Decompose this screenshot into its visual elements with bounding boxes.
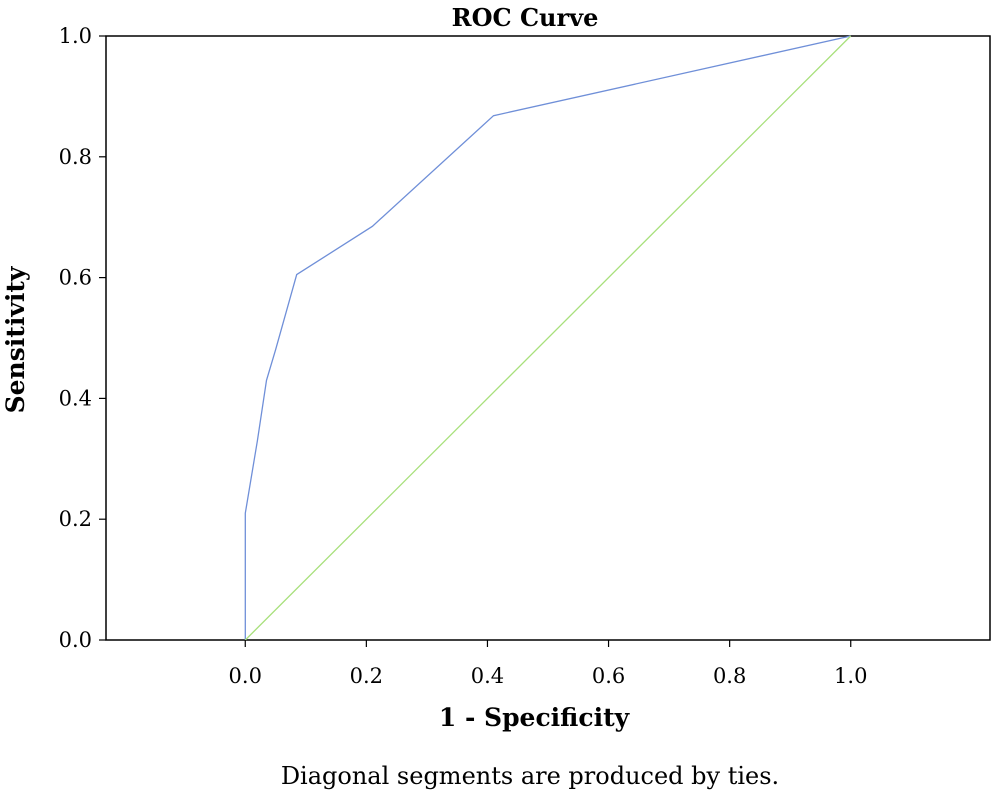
y-tick-label: 0.8	[59, 145, 92, 169]
chart-footnote: Diagonal segments are produced by ties.	[281, 762, 779, 790]
y-tick-label: 0.4	[59, 386, 92, 410]
x-tick-label: 0.8	[713, 664, 746, 688]
x-tick-label: 0.2	[350, 664, 383, 688]
y-tick-label: 1.0	[59, 24, 92, 48]
x-tick-label: 0.6	[592, 664, 625, 688]
x-tick-label: 0.4	[471, 664, 504, 688]
x-tick-label: 0.0	[229, 664, 262, 688]
x-tick-label: 1.0	[834, 664, 867, 688]
chart-title: ROC Curve	[452, 3, 599, 32]
plot-frame	[105, 35, 991, 641]
series-layer	[244, 35, 852, 641]
y-axis-title: Sensitivity	[1, 265, 30, 413]
y-tick-label: 0.6	[59, 266, 92, 290]
x-axis-title: 1 - Specificity	[439, 703, 631, 732]
tick-layer: 0.0 0.2 0.4 0.6 0.8 1.0 0.0 0.2 0.4 0.6 0.8 1.0	[59, 24, 868, 688]
roc-curve-line	[244, 35, 851, 640]
y-tick-label: 0.0	[59, 628, 92, 652]
reference-diagonal-line	[244, 35, 852, 641]
y-tick-label: 0.2	[59, 507, 92, 531]
